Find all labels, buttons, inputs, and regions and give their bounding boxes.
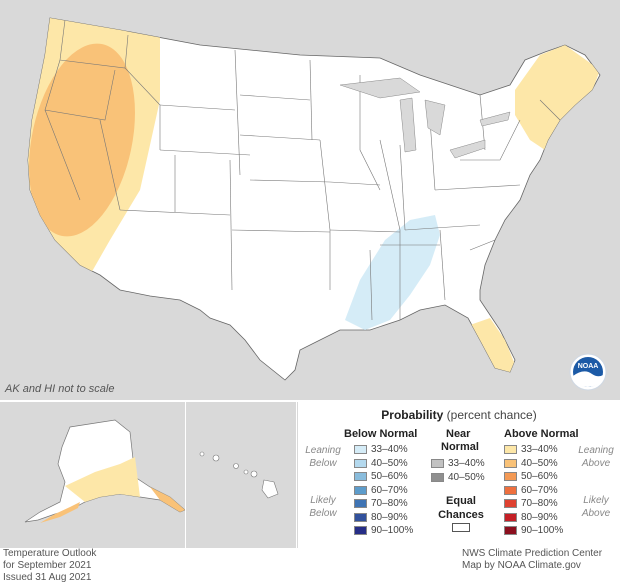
footer-left: Temperature Outlook for September 2021 I…: [3, 548, 96, 584]
below-normal-header: Below Normal: [344, 428, 418, 440]
great-lakes: [339, 77, 511, 159]
above-normal-label: 90–100%: [521, 525, 564, 536]
below-normal-swatch: [354, 526, 367, 535]
likely-above-line-1: Likely: [583, 495, 609, 506]
divider-vertical-2: [296, 402, 297, 548]
likely-below-line-2: Below: [309, 508, 337, 519]
legend-title: Probability (percent chance): [298, 408, 620, 422]
leaning-below-line-2: Below: [309, 458, 337, 469]
near-normal-swatch: [431, 459, 444, 468]
west-above-40-50: [29, 43, 135, 237]
alaska-above-33-40: [65, 457, 140, 502]
alaska-panhandle-above: [150, 487, 185, 512]
above-normal-label: 33–40%: [521, 444, 558, 455]
near-normal-label: 40–50%: [448, 471, 485, 483]
footer: Temperature Outlook for September 2021 I…: [0, 548, 620, 585]
below-normal-row: 40–50%: [354, 458, 408, 469]
footer-title: Temperature Outlook: [3, 548, 97, 559]
above-normal-row: 60–70%: [504, 485, 558, 496]
above-normal-header: Above Normal: [504, 428, 579, 440]
near-normal-row: 33–40%: [431, 458, 485, 469]
below-normal-row: 60–70%: [354, 485, 408, 496]
above-normal-swatch: [504, 499, 517, 508]
likely-above-line-2: Above: [581, 508, 611, 519]
below-normal-row: 33–40%: [354, 444, 408, 455]
conus-map: NOAA: [27, 17, 607, 391]
above-normal-label: 70–80%: [521, 498, 558, 509]
below-normal-swatch: [354, 445, 367, 454]
footer-source: NWS Climate Prediction Center: [462, 548, 603, 559]
near-normal-label: 33–40%: [448, 458, 485, 469]
above-normal-row: 40–50%: [504, 458, 558, 469]
legend-panel: Probability (percent chance) Below Norma…: [298, 402, 620, 548]
leaning-below-label: Leaning Below: [303, 444, 343, 470]
below-normal-swatch: [354, 512, 367, 522]
near-normal-row: 40–50%: [431, 472, 485, 483]
above-normal-label: 50–60%: [521, 471, 558, 482]
above-normal-swatch: [504, 472, 517, 481]
below-normal-row: 80–90%: [354, 512, 408, 523]
hawaii-islands: [199, 451, 279, 499]
divider-horizontal: [0, 400, 620, 402]
equal-chances-swatch: [452, 523, 470, 532]
below-normal-row: 90–100%: [354, 525, 413, 536]
scale-note: AK and HI not to scale: [5, 383, 115, 395]
near-normal-header-1: Near: [446, 428, 471, 440]
alaska-above-40-50: [40, 502, 80, 523]
below-normal-label: 90–100%: [371, 525, 414, 536]
alaska-inset: [0, 402, 185, 548]
leaning-above-label: Leaning Above: [576, 444, 616, 470]
legend-title-bold: Probability: [381, 408, 444, 422]
above-normal-swatch: [504, 445, 517, 454]
state-boundaries: [44, 19, 561, 321]
below-normal-label: 60–70%: [371, 484, 408, 496]
footer-period: for September 2021: [3, 560, 92, 571]
leaning-below-line-1: Leaning: [305, 445, 341, 456]
southeast-below-33-40: [345, 215, 440, 330]
below-normal-label: 70–80%: [371, 498, 408, 509]
likely-below-line-1: Likely: [310, 495, 336, 506]
below-normal-label: 40–50%: [371, 457, 408, 469]
below-normal-label: 80–90%: [371, 511, 408, 523]
above-normal-swatch: [504, 458, 517, 468]
footer-issued: Issued 31 Aug 2021: [3, 572, 92, 583]
above-normal-swatch: [504, 512, 517, 522]
noaa-logo: NOAA: [569, 353, 607, 391]
above-normal-row: 70–80%: [504, 498, 558, 509]
near-normal-swatch: [431, 472, 444, 482]
above-normal-label: 40–50%: [521, 457, 558, 469]
above-normal-row: 80–90%: [504, 512, 558, 523]
equal-chances-line-2: Chances: [438, 509, 484, 521]
svg-text:NOAA: NOAA: [578, 363, 599, 370]
above-normal-row: 90–100%: [504, 525, 563, 536]
northeast-above-33-40: [515, 45, 600, 150]
above-normal-swatch: [504, 526, 517, 535]
footer-right: NWS Climate Prediction Center Map by NOA…: [462, 548, 602, 572]
below-normal-row: 70–80%: [354, 498, 408, 509]
above-normal-swatch: [504, 485, 517, 495]
leaning-above-line-1: Leaning: [578, 445, 614, 456]
equal-chances-line-1: Equal: [446, 495, 476, 507]
footer-credit: Map by NOAA Climate.gov: [462, 560, 581, 571]
legend-title-rest: (percent chance): [446, 408, 537, 422]
divider-vertical-1: [185, 402, 186, 548]
leaning-above-line-2: Above: [581, 458, 611, 469]
florida-above-33-40: [470, 318, 518, 375]
below-normal-label: 33–40%: [371, 444, 408, 455]
below-normal-swatch: [354, 472, 367, 481]
below-normal-swatch: [354, 458, 367, 468]
above-normal-row: 50–60%: [504, 471, 558, 482]
likely-above-label: Likely Above: [576, 494, 616, 520]
below-normal-label: 50–60%: [371, 471, 408, 482]
below-normal-swatch: [354, 485, 367, 495]
below-normal-row: 50–60%: [354, 471, 408, 482]
near-normal-header-2: Normal: [441, 441, 479, 453]
hawaii-inset: [186, 402, 296, 548]
likely-below-label: Likely Below: [303, 494, 343, 520]
below-normal-swatch: [354, 499, 367, 508]
above-normal-label: 80–90%: [521, 511, 558, 523]
above-normal-label: 60–70%: [521, 484, 558, 496]
equal-chances-label: Equal Chances: [436, 494, 486, 522]
above-normal-row: 33–40%: [504, 444, 558, 455]
